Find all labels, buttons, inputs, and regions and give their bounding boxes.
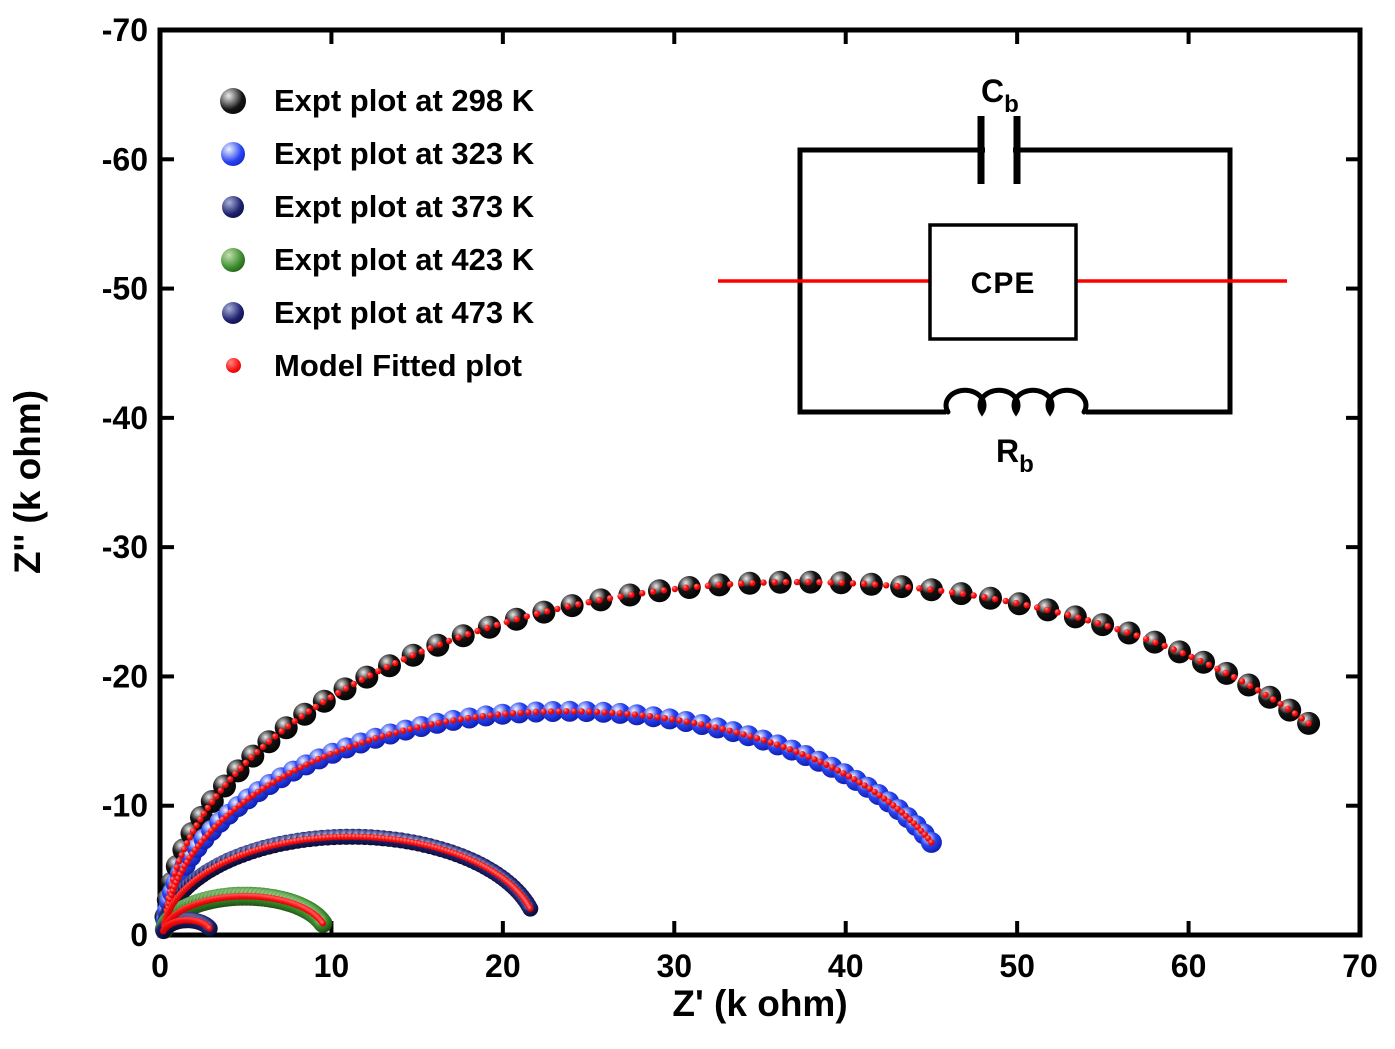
x-tick-label: 0 — [151, 948, 169, 984]
legend-marker-wrap — [218, 358, 248, 373]
legend-item-fitted: Model Fitted plot — [218, 339, 534, 392]
legend-item-423k: Expt plot at 423 K — [218, 233, 534, 286]
x-tick-label: 60 — [1171, 948, 1207, 984]
resistor-label-sub: b — [1019, 451, 1034, 478]
y-tick-label: 0 — [130, 917, 148, 953]
x-tick-label: 50 — [999, 948, 1035, 984]
legend-label-473k: Expt plot at 473 K — [274, 294, 535, 330]
series-expt-373k — [156, 828, 539, 934]
axes: 0 10 20 30 40 50 60 70 0 -10 -20 -30 -40 -50 -60 -70 — [102, 12, 1378, 984]
legend-marker-323k-icon — [221, 141, 245, 166]
resistor-label: Rb — [996, 433, 1034, 478]
y-tick-label: -30 — [102, 529, 148, 565]
y-tick-label: -10 — [102, 788, 148, 824]
capacitor-label-main: C — [981, 73, 1004, 109]
legend-marker-wrap — [218, 247, 248, 272]
y-tick-label: -20 — [102, 658, 148, 694]
capacitor-label: Cb — [981, 73, 1019, 118]
legend-label-373k: Expt plot at 373 K — [274, 188, 535, 224]
x-tick-label: 30 — [656, 948, 692, 984]
x-axis-title: Z' (k ohm) — [672, 983, 847, 1024]
x-tick-label: 10 — [314, 948, 350, 984]
legend-label-298k: Expt plot at 298 K — [274, 82, 535, 118]
resistor-coil — [943, 387, 1089, 417]
legend: Expt plot at 298 K Expt plot at 323 K Ex… — [218, 74, 534, 392]
legend-marker-373k-icon — [222, 195, 244, 218]
x-tick-label: 20 — [485, 948, 521, 984]
legend-marker-423k-icon — [221, 247, 245, 272]
y-tick-label: -40 — [102, 400, 148, 436]
legend-marker-298k-icon — [220, 87, 246, 114]
x-tick-label: 40 — [828, 948, 864, 984]
legend-label-323k: Expt plot at 323 K — [274, 135, 535, 171]
inset-circuit: Cb CPE Rb — [718, 73, 1287, 478]
legend-label-423k: Expt plot at 423 K — [274, 241, 535, 277]
legend-item-298k: Expt plot at 298 K — [218, 74, 534, 127]
legend-marker-wrap — [218, 195, 248, 218]
cpe-box — [928, 223, 1078, 341]
legend-item-373k: Expt plot at 373 K — [218, 180, 534, 233]
y-tick-label: -70 — [102, 12, 148, 48]
legend-marker-wrap — [218, 301, 248, 324]
legend-item-323k: Expt plot at 323 K — [218, 127, 534, 180]
legend-marker-fitted-icon — [225, 358, 241, 373]
y-axis-title: Z'' (k ohm) — [7, 390, 48, 574]
x-tick-label: 70 — [1342, 948, 1378, 984]
y-tick-label: -50 — [102, 271, 148, 307]
data-points-layer — [154, 570, 1321, 940]
legend-item-473k: Expt plot at 473 K — [218, 286, 534, 339]
legend-marker-wrap — [218, 141, 248, 166]
capacitor-label-sub: b — [1004, 91, 1019, 118]
resistor-label-main: R — [996, 433, 1019, 469]
legend-label-fitted: Model Fitted plot — [274, 347, 522, 383]
y-tick-label: -60 — [102, 141, 148, 177]
legend-marker-473k-icon — [222, 301, 244, 324]
cpe-label: CPE — [971, 267, 1036, 300]
series-model-fitted — [160, 578, 1312, 935]
legend-marker-wrap — [218, 87, 248, 114]
